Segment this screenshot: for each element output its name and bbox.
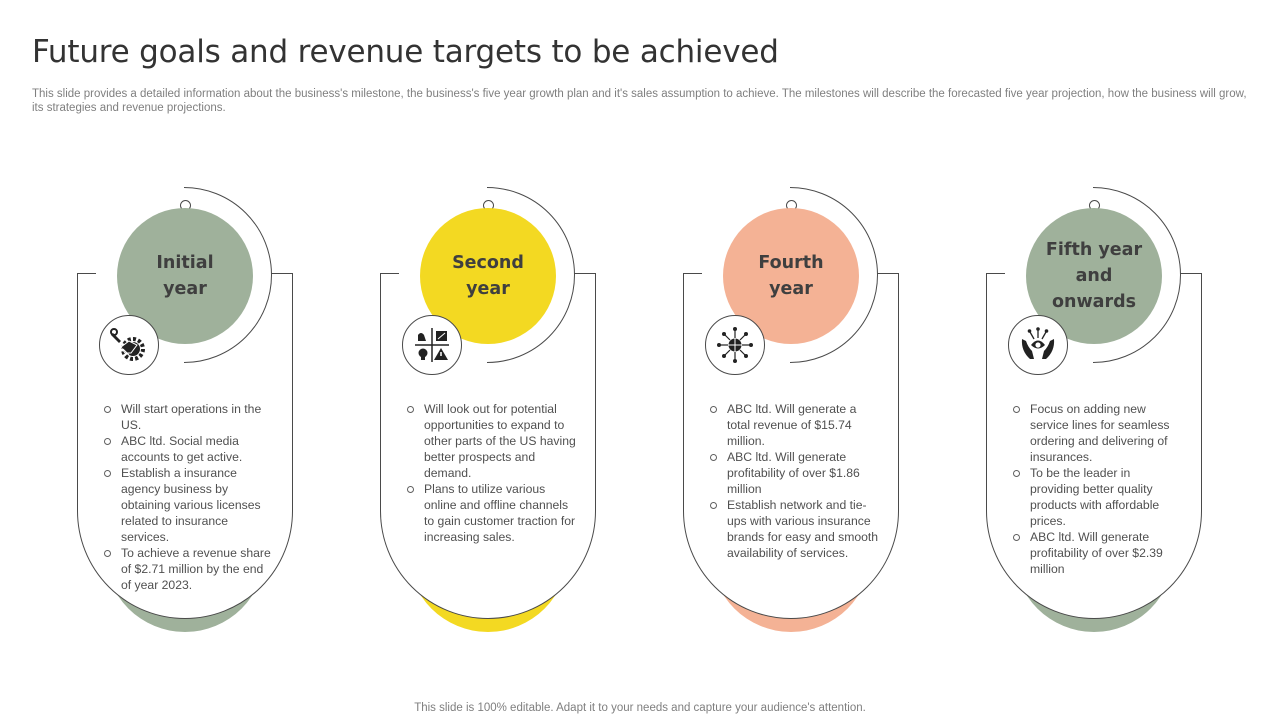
milestone-card-fifth-year-and-onwards: Fifth year and onwards Focus on adding n… xyxy=(986,187,1214,635)
globe-network-icon xyxy=(705,315,765,375)
list-item: Will look out for potential opportunitie… xyxy=(404,401,576,481)
milestone-card-initial-year: Initial year Will start operations in th… xyxy=(77,187,305,635)
list-item: ABC ltd. Will generate profitability of … xyxy=(707,449,879,497)
hands-growth-icon xyxy=(1008,315,1068,375)
milestone-bullets: Will look out for potential opportunitie… xyxy=(404,401,576,545)
list-item: Establish network and tie-ups with vario… xyxy=(707,497,879,561)
list-item: To be the leader in providing better qua… xyxy=(1010,465,1182,529)
milestone-bullets: ABC ltd. Will generate a total revenue o… xyxy=(707,401,879,561)
list-item: Establish a insurance agency business by… xyxy=(101,465,273,545)
milestone-label-circle: Initial year xyxy=(117,208,253,344)
page-subtitle: This slide provides a detailed informati… xyxy=(32,88,1247,114)
business-quadrant-icon xyxy=(402,315,462,375)
milestone-label: Initial year xyxy=(156,253,214,299)
list-item: ABC ltd. Will generate a total revenue o… xyxy=(707,401,879,449)
milestone-card-fourth-year: Fourth year xyxy=(683,187,911,635)
milestone-label: Fourth year xyxy=(758,253,824,299)
milestone-bullets: Will start operations in the US. ABC ltd… xyxy=(101,401,273,593)
list-item: ABC ltd. Social media accounts to get ac… xyxy=(101,433,273,465)
list-item: Focus on adding new service lines for se… xyxy=(1010,401,1182,465)
milestone-card-second-year: Second year Will look out for potential … xyxy=(380,187,608,635)
milestone-label: Fifth year and onwards xyxy=(1045,240,1143,312)
gear-wrench-handshake-icon xyxy=(99,315,159,375)
list-item: To achieve a revenue share of $2.71 mill… xyxy=(101,545,273,593)
list-item: Plans to utilize various online and offl… xyxy=(404,481,576,545)
list-item: Will start operations in the US. xyxy=(101,401,273,433)
list-item: ABC ltd. Will generate profitability of … xyxy=(1010,529,1182,577)
footer-note: This slide is 100% editable. Adapt it to… xyxy=(414,702,866,714)
milestone-label: Second year xyxy=(452,253,524,299)
page-title: Future goals and revenue targets to be a… xyxy=(32,34,779,70)
milestone-bullets: Focus on adding new service lines for se… xyxy=(1010,401,1182,577)
